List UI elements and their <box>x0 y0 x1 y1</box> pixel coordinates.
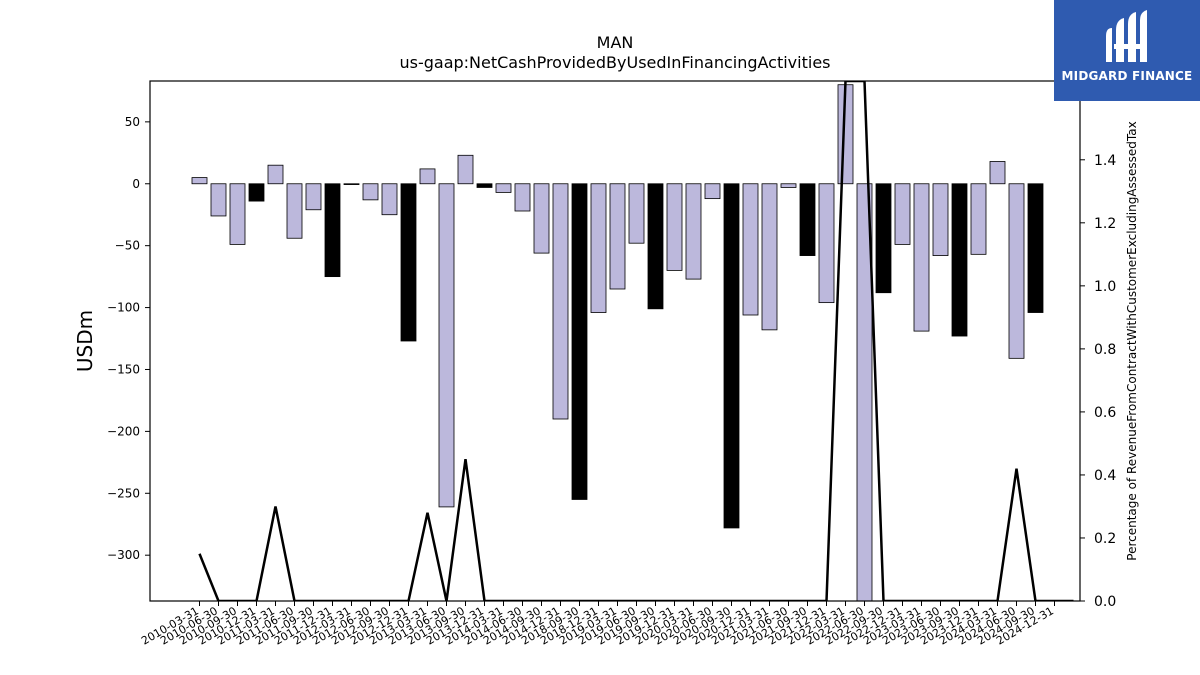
bar <box>476 183 493 188</box>
y2-tick-label: 1.4 <box>1094 153 1116 169</box>
bar <box>761 183 778 331</box>
bar <box>400 183 417 342</box>
y2-tick-label: 0.0 <box>1094 594 1116 610</box>
plot-frame <box>149 80 1081 602</box>
bar <box>229 183 246 245</box>
y-tick-label: 50 <box>125 115 140 129</box>
y2-tick-label: 0.4 <box>1094 468 1116 484</box>
bar <box>343 183 360 185</box>
bar <box>609 183 626 290</box>
chart-title: MAN <box>597 33 634 52</box>
bar <box>970 183 987 255</box>
bar <box>780 183 797 188</box>
y-axis-label: USDm <box>73 310 97 372</box>
percentage-line <box>198 81 1074 601</box>
y-tick-label: −300 <box>107 548 140 562</box>
bar <box>210 183 227 217</box>
bar <box>1008 183 1025 359</box>
bar <box>647 183 664 310</box>
y2-tick-label: 1.2 <box>1094 216 1116 232</box>
y2-tick-label: 1.0 <box>1094 279 1116 295</box>
logo-mark-icon <box>1106 10 1147 62</box>
bar <box>552 183 569 420</box>
bar <box>457 154 474 185</box>
bar <box>704 183 721 200</box>
bar <box>419 168 436 185</box>
bar <box>381 183 398 216</box>
line-group <box>198 81 1074 601</box>
y-tick-label: −150 <box>107 362 140 376</box>
bar <box>932 183 949 256</box>
bar <box>438 183 455 508</box>
y2-tick-label: 0.2 <box>1094 531 1116 547</box>
y-tick-label: −100 <box>107 301 140 315</box>
bar <box>571 183 588 500</box>
bar <box>362 183 379 201</box>
bar <box>248 183 265 202</box>
bar <box>951 183 968 337</box>
y2-tick-label: 0.6 <box>1094 405 1116 421</box>
bar <box>742 183 759 316</box>
bar <box>894 183 911 245</box>
bar-group <box>191 84 1044 602</box>
bar <box>324 183 341 278</box>
brand-logo: MIDGARD FINANCE <box>1054 0 1200 101</box>
bar <box>799 183 816 256</box>
x-axis: 2010-03-312010-06-302010-09-302010-12-31… <box>139 601 1056 648</box>
chart-subtitle: us-gaap:NetCashProvidedByUsedInFinancing… <box>399 53 830 72</box>
bar <box>666 183 683 271</box>
y2-axis: 0.0 0.2 0.4 0.6 0.8 1.0 1.2 1.4 <box>1080 153 1116 610</box>
bar <box>818 183 835 304</box>
bar <box>590 183 607 313</box>
bar <box>723 183 740 529</box>
bar <box>875 183 892 294</box>
bar <box>191 177 208 185</box>
y-tick-label: −250 <box>107 486 140 500</box>
bar <box>1027 183 1044 313</box>
bar <box>989 161 1006 185</box>
bar <box>913 183 930 332</box>
y2-axis-label: Percentage of RevenueFromContractWithCus… <box>1125 121 1139 560</box>
bar <box>533 183 550 254</box>
bar <box>685 183 702 280</box>
y-tick-label: −50 <box>115 239 140 253</box>
y-axis: 50 0 −50 −100 −150 −200 −250 −300 <box>107 115 150 562</box>
bar <box>514 183 531 212</box>
y-tick-label: −200 <box>107 424 140 438</box>
y-tick-label: 0 <box>132 177 140 191</box>
bar <box>628 183 645 244</box>
brand-name: MIDGARD FINANCE <box>1061 69 1193 83</box>
bar <box>495 183 512 193</box>
bar <box>267 164 284 185</box>
bar <box>305 183 322 211</box>
bar <box>286 183 303 239</box>
y2-tick-label: 0.8 <box>1094 342 1116 358</box>
